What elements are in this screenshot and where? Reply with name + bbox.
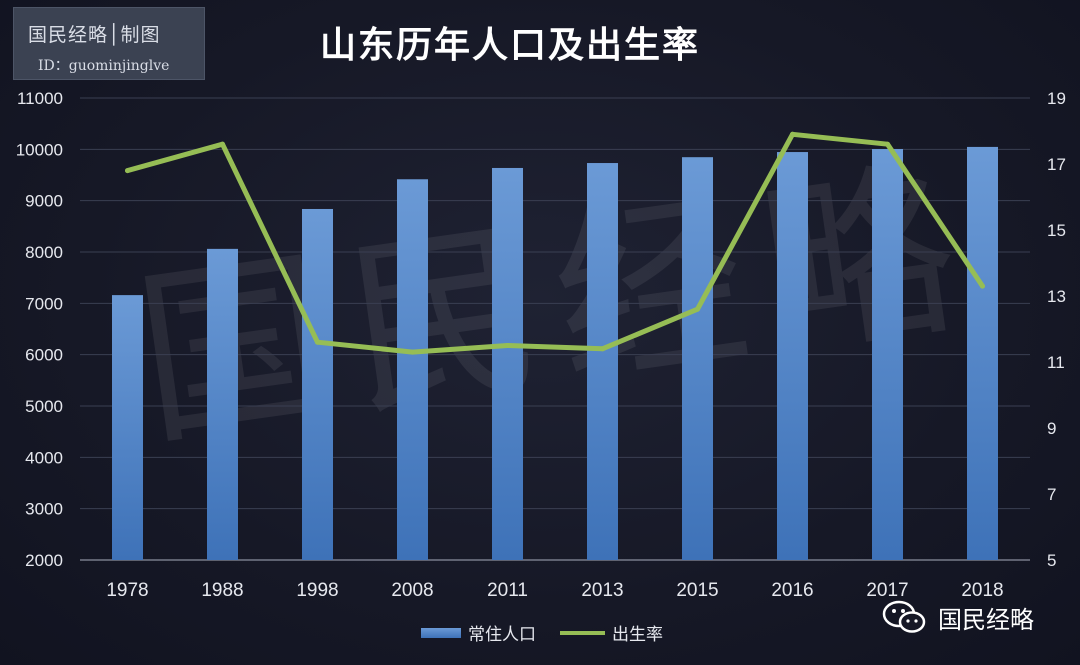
- birth-rate-line: [125, 131, 985, 355]
- bar-series: [112, 146, 998, 561]
- right-tick-label: 9: [1047, 419, 1056, 438]
- bar: [682, 157, 713, 561]
- right-tick-label: 19: [1047, 89, 1066, 108]
- legend: 常住人口 出生率: [421, 625, 663, 645]
- bar: [397, 179, 428, 560]
- right-tick-label: 17: [1047, 155, 1066, 174]
- x-tick-label: 1978: [106, 580, 148, 601]
- line-series: [125, 131, 985, 355]
- bar: [302, 208, 333, 560]
- watermark-text: 国民经略: [125, 137, 988, 473]
- x-tick-label: 2011: [487, 580, 528, 601]
- bar: [872, 149, 903, 560]
- x-tick-label: 1998: [296, 580, 338, 601]
- line-point: [695, 306, 700, 312]
- line-point: [220, 141, 225, 147]
- bar: [587, 163, 618, 560]
- x-tick-label: 2017: [866, 580, 908, 601]
- line-point: [980, 283, 985, 289]
- left-tick-label: 9000: [25, 192, 63, 211]
- x-tick-label: 2008: [391, 580, 433, 601]
- legend-bar-swatch: [421, 628, 461, 638]
- brand-id: ID：guominjinglve: [38, 58, 170, 74]
- line-point: [410, 349, 415, 355]
- bar: [492, 167, 523, 560]
- x-tick-label: 1988: [201, 580, 243, 601]
- wechat-icon: [882, 600, 926, 633]
- line-point: [125, 168, 130, 174]
- left-tick-label: 11000: [17, 89, 63, 108]
- line-point: [790, 131, 795, 137]
- left-tick-label: 7000: [25, 294, 63, 313]
- bar: [112, 295, 143, 560]
- gridlines: [80, 97, 1030, 561]
- legend-line-label: 出生率: [612, 625, 663, 645]
- line-point: [505, 343, 510, 348]
- left-tick-label: 8000: [25, 243, 63, 262]
- chart-title: 山东历年人口及出生率: [320, 25, 701, 66]
- right-tick-label: 11: [1047, 353, 1065, 372]
- left-axis: 2000 3000 4000 5000 6000 7000 8000 9000 10000 110…: [16, 89, 63, 570]
- left-tick-label: 2000: [25, 551, 63, 570]
- left-tick-label: 3000: [25, 500, 63, 519]
- x-tick-label: 2015: [676, 580, 718, 601]
- x-tick-label: 2013: [581, 580, 623, 601]
- bar: [777, 152, 808, 560]
- right-tick-label: 7: [1047, 485, 1056, 504]
- x-tick-label: 2016: [771, 580, 813, 601]
- left-tick-label: 5000: [25, 397, 63, 416]
- left-tick-label: 4000: [25, 448, 63, 467]
- line-point: [600, 346, 605, 352]
- right-tick-label: 15: [1047, 221, 1066, 240]
- right-tick-label: 13: [1047, 287, 1066, 306]
- x-axis: 1978 1988 1998 2008 2011 2013 2015 2016 2017 2018: [106, 580, 1003, 601]
- bar: [207, 248, 238, 561]
- legend-bar-label: 常住人口: [468, 625, 536, 645]
- brand-box: 国民经略│制图 ID：guominjinglve: [13, 7, 205, 80]
- wechat-label: 国民经略: [938, 606, 1034, 634]
- x-tick-label: 2018: [961, 580, 1003, 601]
- right-axis: 5 7 9 11 13 15 17 19: [1047, 89, 1066, 570]
- right-tick-label: 5: [1047, 551, 1056, 570]
- left-tick-label: 10000: [16, 140, 63, 159]
- bar: [967, 146, 998, 561]
- brand-title: 国民经略│制图: [28, 24, 161, 46]
- line-point: [315, 339, 320, 345]
- line-point: [885, 141, 890, 147]
- left-tick-label: 6000: [25, 346, 63, 365]
